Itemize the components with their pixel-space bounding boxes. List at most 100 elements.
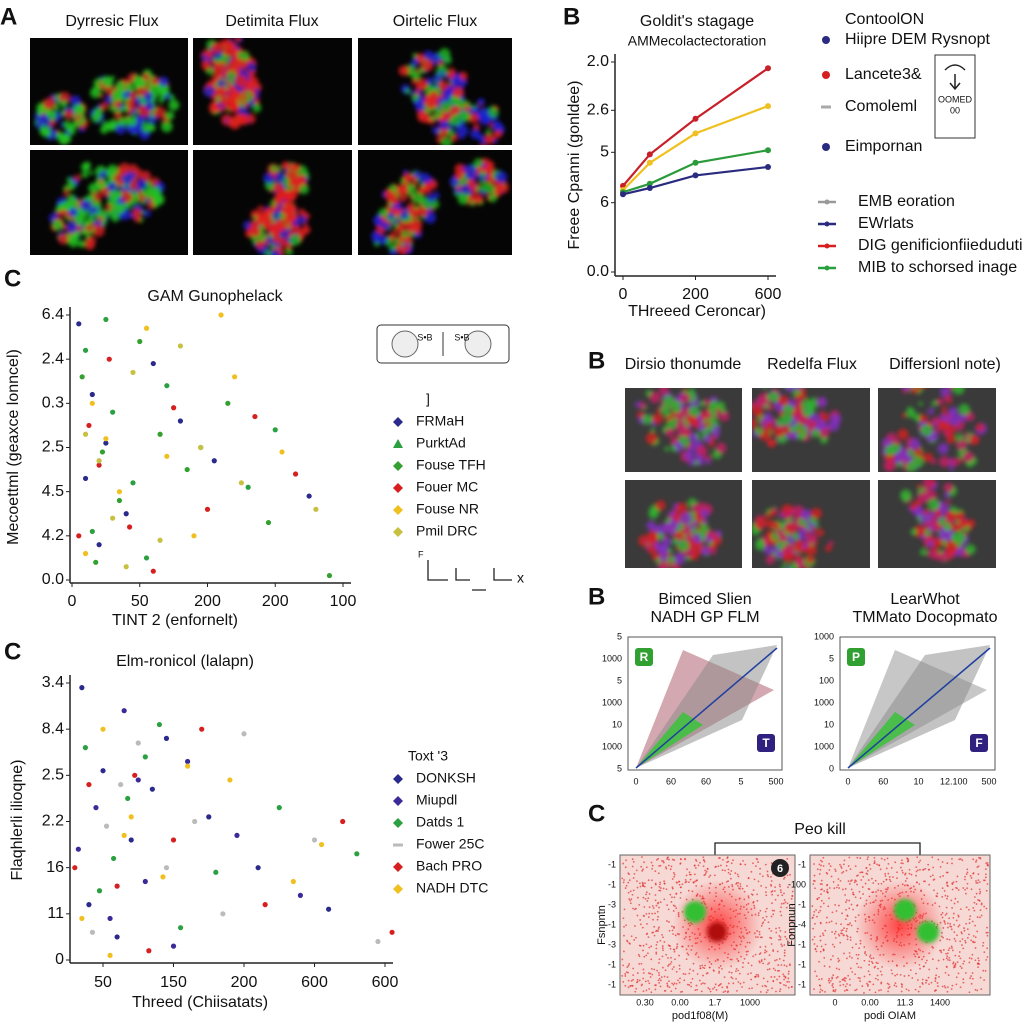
cell-spot (147, 201, 155, 210)
cell-spot (680, 512, 692, 524)
noise-dot (964, 888, 966, 891)
cell-spot (215, 86, 227, 98)
noise-dot (629, 890, 632, 893)
noise-dot (700, 990, 703, 993)
micrograph-cells (243, 161, 311, 255)
noise-dot (861, 985, 864, 987)
noise-dot (657, 928, 660, 930)
y-tick-label: 5 (600, 144, 609, 161)
cell-spot (694, 460, 700, 466)
noise-dot (747, 877, 750, 879)
noise-dot (946, 938, 949, 941)
scatter-point (142, 878, 148, 885)
scatter-point (86, 781, 92, 788)
noise-dot (901, 986, 903, 988)
noise-dot (963, 927, 965, 929)
cell-spot (810, 533, 818, 541)
scatter-point (100, 768, 106, 774)
noise-dot (968, 961, 971, 964)
legend-marker (822, 36, 830, 44)
scatter-point (100, 726, 106, 732)
noise-dot (645, 912, 648, 915)
cell-spot (429, 114, 436, 121)
noise-dot (847, 974, 850, 977)
noise-dot (971, 920, 974, 923)
noise-dot (624, 975, 627, 977)
scatter-point (177, 925, 184, 931)
noise-dot (642, 972, 645, 974)
noise-dot (704, 869, 707, 872)
noise-dot (819, 988, 822, 991)
small-y-tick-label: 5 (617, 631, 622, 641)
scatter-point (198, 444, 204, 451)
noise-dot (752, 955, 755, 958)
scatter-point (106, 356, 112, 362)
noise-dot (765, 894, 768, 897)
noise-dot (917, 990, 920, 993)
noise-dot (985, 889, 988, 892)
cell-spot (61, 201, 71, 211)
noise-dot (902, 862, 904, 865)
noise-dot (772, 913, 775, 916)
noise-dot (790, 985, 793, 988)
cell-spot (422, 187, 428, 193)
cell-spot (657, 533, 664, 540)
noise-dot (779, 929, 782, 932)
noise-dot (947, 922, 949, 925)
noise-dot (858, 890, 861, 893)
cell-spot (450, 114, 462, 126)
noise-dot (813, 874, 816, 877)
x-tick-label: 0 (619, 286, 628, 303)
cell-spot (492, 120, 503, 132)
cell-spot (937, 443, 949, 455)
noise-dot (739, 883, 742, 885)
cell-spot (230, 93, 238, 101)
cell-spot (675, 442, 683, 450)
scatter-point (245, 484, 251, 490)
noise-dot (962, 887, 965, 889)
noise-dot (908, 868, 911, 871)
x-tick-label: 200 (194, 593, 221, 610)
cell-spot (938, 549, 943, 554)
noise-dot (659, 883, 661, 886)
line-point (692, 130, 699, 137)
noise-dot (719, 857, 721, 859)
noise-dot (663, 898, 666, 901)
noise-dot (975, 880, 977, 882)
noise-dot (787, 986, 790, 989)
cell-spot (265, 175, 275, 185)
noise-dot (673, 859, 676, 861)
micrograph-cells (34, 69, 180, 145)
cell-spot (655, 500, 666, 511)
noise-dot (718, 972, 720, 974)
noise-dot (650, 991, 653, 994)
scatter-point (262, 902, 268, 908)
box-icon (464, 330, 492, 358)
noise-dot (650, 886, 653, 889)
y-tick-label: 2.0 (587, 53, 609, 70)
cell-spot (965, 412, 975, 422)
cell-spot (896, 462, 902, 468)
legend-marker (824, 221, 830, 227)
noise-dot (702, 856, 705, 859)
noise-dot (636, 972, 639, 974)
chart-title: Goldit's stagage (640, 13, 754, 30)
noise-dot (854, 989, 857, 992)
noise-dot (756, 983, 759, 986)
noise-dot (817, 911, 820, 914)
noise-dot (741, 966, 744, 969)
noise-dot (636, 886, 639, 889)
cell-spot (84, 238, 95, 249)
cell-spot (650, 427, 656, 433)
noise-dot (877, 883, 880, 885)
cell-spot (93, 212, 98, 217)
noise-dot (952, 961, 955, 964)
micrograph-cells (371, 158, 509, 255)
noise-dot (648, 906, 651, 909)
noise-dot (811, 938, 814, 941)
noise-dot (893, 984, 896, 987)
cell-spot (239, 117, 245, 122)
cell-spot (493, 139, 498, 144)
noise-dot (961, 944, 963, 946)
noise-dot (877, 967, 879, 970)
